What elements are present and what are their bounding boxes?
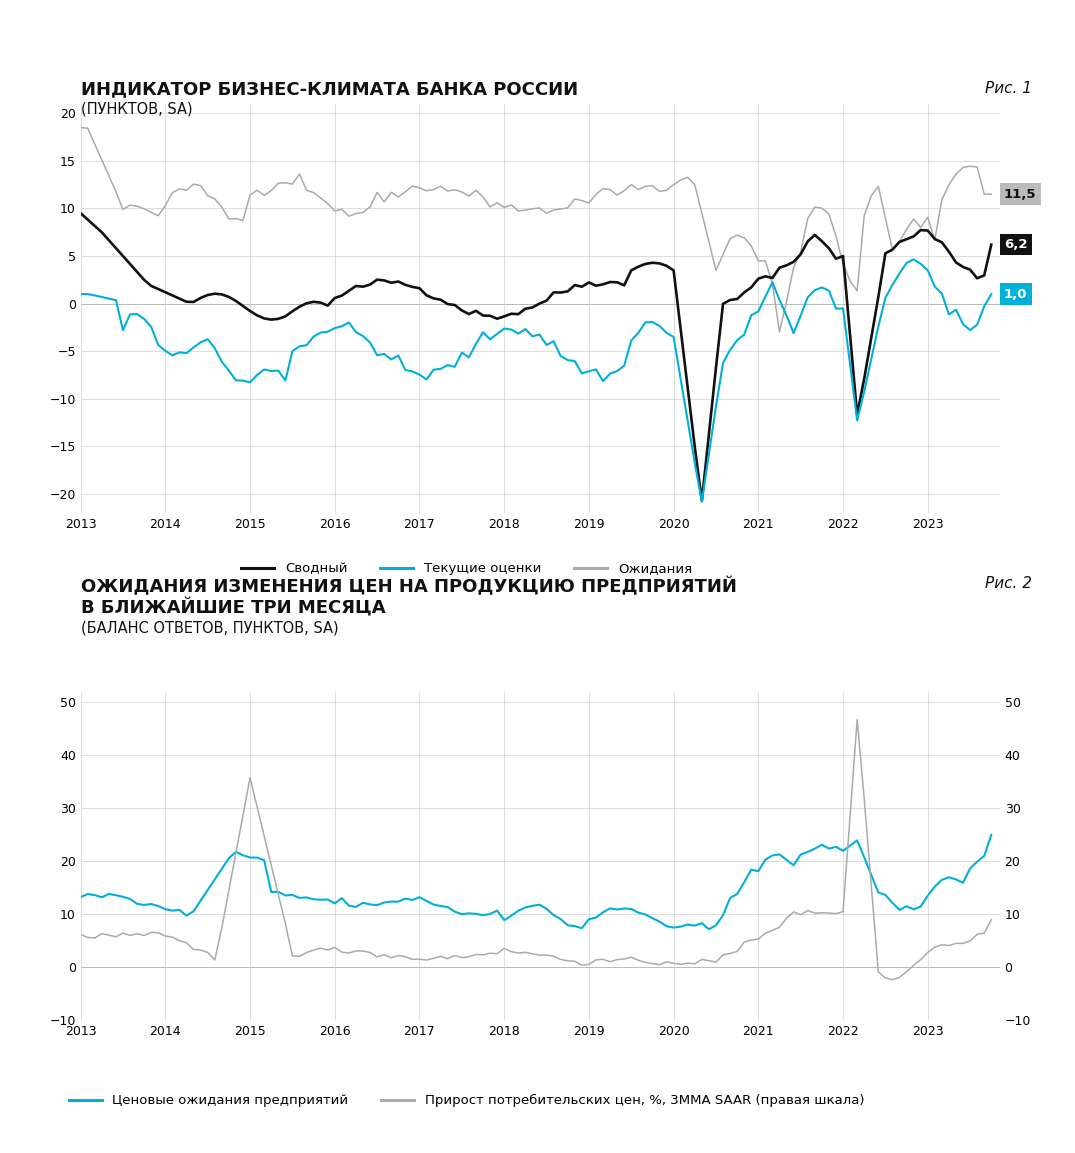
Text: В БЛИЖАЙШИЕ ТРИ МЕСЯЦА: В БЛИЖАЙШИЕ ТРИ МЕСЯЦА [81, 597, 385, 616]
Text: ОЖИДАНИЯ ИЗМЕНЕНИЯ ЦЕН НА ПРОДУКЦИЮ ПРЕДПРИЯТИЙ: ОЖИДАНИЯ ИЗМЕНЕНИЯ ЦЕН НА ПРОДУКЦИЮ ПРЕД… [81, 576, 736, 596]
Text: 1,0: 1,0 [1004, 287, 1028, 301]
Text: (ПУНКТОВ, SA): (ПУНКТОВ, SA) [81, 101, 192, 116]
Text: (БАЛАНС ОТВЕТОВ, ПУНКТОВ, SA): (БАЛАНС ОТВЕТОВ, ПУНКТОВ, SA) [81, 620, 339, 635]
Text: 6,2: 6,2 [1004, 239, 1028, 251]
Text: Рис. 1: Рис. 1 [985, 81, 1032, 96]
Legend: Ценовые ожидания предприятий, Прирост потребительских цен, %, 3ММА SAAR (правая : Ценовые ожидания предприятий, Прирост по… [63, 1088, 870, 1113]
Text: 11,5: 11,5 [1004, 188, 1036, 201]
Text: ИНДИКАТОР БИЗНЕС-КЛИМАТА БАНКА РОССИИ: ИНДИКАТОР БИЗНЕС-КЛИМАТА БАНКА РОССИИ [81, 81, 577, 99]
Text: Рис. 2: Рис. 2 [985, 576, 1032, 591]
Legend: Сводный, Текущие оценки, Ожидания: Сводный, Текущие оценки, Ожидания [236, 557, 698, 581]
